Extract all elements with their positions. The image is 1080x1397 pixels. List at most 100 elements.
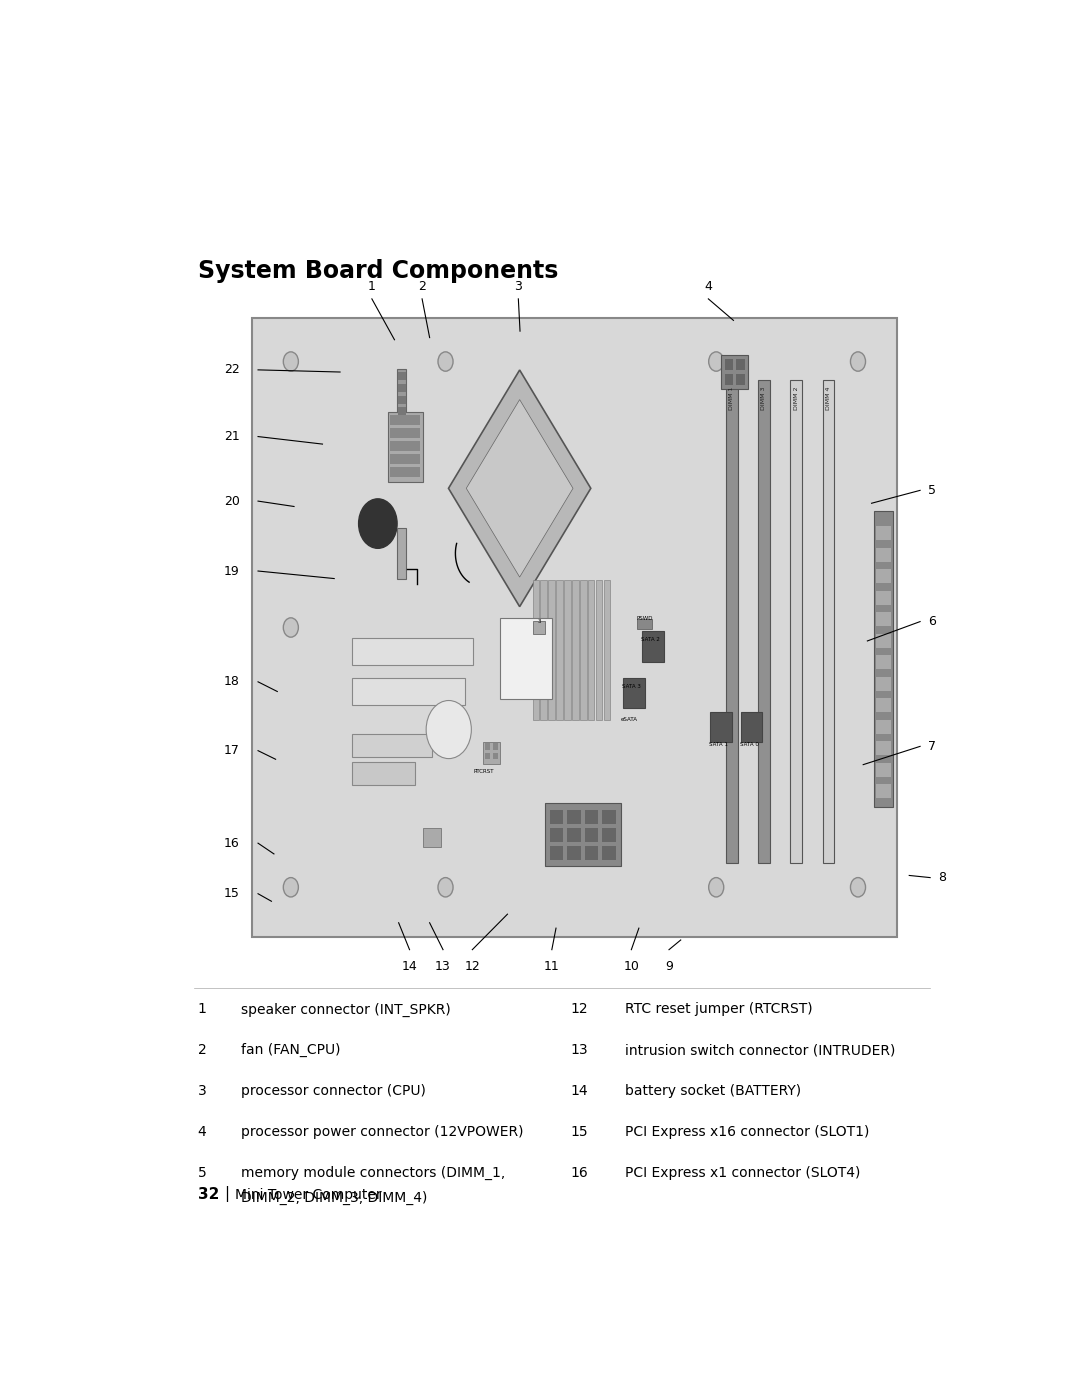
Bar	[876, 612, 891, 626]
Bar	[399, 372, 406, 380]
Bar	[540, 580, 546, 721]
Text: 12: 12	[570, 1003, 588, 1017]
Bar	[550, 847, 563, 861]
Bar	[876, 634, 891, 648]
Bar	[876, 784, 891, 798]
Text: eSATA: eSATA	[621, 717, 637, 722]
Polygon shape	[467, 400, 573, 577]
Text: 6: 6	[929, 615, 936, 629]
Text: 3: 3	[198, 1084, 206, 1098]
Bar	[741, 712, 762, 742]
Bar	[643, 631, 664, 662]
Bar	[390, 415, 420, 425]
Text: SATA 0: SATA 0	[740, 742, 758, 747]
Bar	[500, 617, 552, 698]
Bar	[388, 412, 422, 482]
Text: 11: 11	[544, 960, 559, 974]
Bar	[721, 355, 748, 390]
Bar	[758, 380, 770, 862]
Bar	[399, 384, 406, 393]
Text: RTCRST: RTCRST	[474, 768, 495, 774]
Bar	[532, 620, 545, 634]
Text: Mini Tower Computer: Mini Tower Computer	[235, 1189, 382, 1203]
Text: 7: 7	[929, 740, 936, 753]
Text: fan (FAN_CPU): fan (FAN_CPU)	[241, 1044, 341, 1058]
Text: SATA 1: SATA 1	[708, 742, 728, 747]
Text: 12: 12	[464, 960, 481, 974]
Bar	[725, 359, 733, 370]
Text: DIMM 3: DIMM 3	[761, 387, 767, 409]
Text: speaker connector (INT_SPKR): speaker connector (INT_SPKR)	[241, 1003, 451, 1017]
Bar	[352, 678, 465, 705]
Bar	[876, 719, 891, 733]
Bar	[874, 511, 892, 807]
Text: 5: 5	[929, 483, 936, 497]
Bar	[876, 676, 891, 690]
Bar	[565, 580, 570, 721]
Bar	[253, 319, 896, 937]
Text: 22: 22	[224, 363, 240, 376]
Bar	[572, 580, 579, 721]
Bar	[623, 678, 645, 708]
Bar	[556, 580, 563, 721]
Bar	[876, 548, 891, 562]
Bar	[876, 655, 891, 669]
Bar	[423, 827, 442, 847]
Circle shape	[850, 877, 865, 897]
Text: 17: 17	[224, 745, 240, 757]
Circle shape	[283, 352, 298, 372]
Bar	[492, 743, 498, 750]
Bar	[397, 528, 406, 580]
Text: 2: 2	[418, 281, 426, 293]
Bar	[397, 369, 406, 420]
Text: processor connector (CPU): processor connector (CPU)	[241, 1084, 427, 1098]
Bar	[532, 580, 539, 721]
Text: 9: 9	[665, 960, 673, 974]
Bar	[390, 467, 420, 476]
Text: 15: 15	[224, 887, 240, 900]
Text: 16: 16	[570, 1166, 588, 1180]
Bar	[550, 828, 563, 842]
Text: 18: 18	[224, 675, 240, 689]
Text: System Board Components: System Board Components	[198, 258, 558, 284]
Text: DIMM_2, DIMM_3, DIMM_4): DIMM_2, DIMM_3, DIMM_4)	[241, 1190, 428, 1204]
Bar	[390, 429, 420, 439]
Bar	[876, 591, 891, 605]
Text: 4: 4	[198, 1125, 206, 1139]
Bar	[791, 380, 802, 862]
Text: 3: 3	[514, 281, 523, 293]
Bar	[823, 380, 834, 862]
Text: 4: 4	[704, 281, 713, 293]
Text: 19: 19	[224, 564, 240, 577]
Text: SATA 2: SATA 2	[642, 637, 660, 643]
Text: 13: 13	[435, 960, 450, 974]
Text: 1: 1	[198, 1003, 206, 1017]
Bar	[603, 847, 616, 861]
Text: 14: 14	[402, 960, 417, 974]
Bar	[545, 803, 621, 866]
Circle shape	[438, 877, 454, 897]
Bar	[483, 742, 500, 764]
Text: |: |	[225, 1186, 230, 1203]
Bar	[584, 847, 598, 861]
Text: PCI Express x1 connector (SLOT4): PCI Express x1 connector (SLOT4)	[624, 1166, 860, 1180]
Circle shape	[438, 352, 454, 372]
Text: DIMM 4: DIMM 4	[826, 387, 831, 409]
Bar	[550, 810, 563, 824]
Text: 3: 3	[537, 619, 541, 624]
Bar	[603, 828, 616, 842]
Bar	[485, 743, 490, 750]
Bar	[580, 580, 586, 721]
Text: 32: 32	[198, 1187, 219, 1203]
Polygon shape	[448, 370, 591, 606]
Bar	[549, 580, 555, 721]
Text: PCI Express x16 connector (SLOT1): PCI Express x16 connector (SLOT1)	[624, 1125, 869, 1139]
Bar	[637, 619, 652, 630]
Bar	[352, 637, 473, 665]
Bar	[876, 763, 891, 777]
Text: intrusion switch connector (INTRUDER): intrusion switch connector (INTRUDER)	[624, 1044, 895, 1058]
Bar	[485, 753, 490, 760]
Circle shape	[359, 499, 397, 549]
Text: 14: 14	[570, 1084, 588, 1098]
Text: 2: 2	[198, 1044, 206, 1058]
